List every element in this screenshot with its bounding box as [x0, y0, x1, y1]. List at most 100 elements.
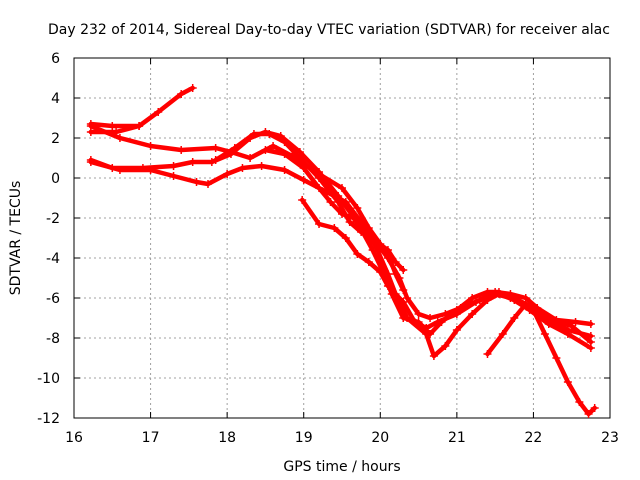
series-s1 — [86, 84, 197, 136]
data-point — [383, 282, 392, 290]
y-tick-label: 2 — [51, 131, 60, 147]
series-line — [213, 131, 594, 327]
data-series — [86, 84, 599, 418]
data-point — [269, 142, 278, 150]
data-point — [399, 298, 408, 306]
data-point — [441, 342, 450, 350]
data-point — [491, 290, 500, 298]
plot-frame — [73, 57, 611, 419]
data-point — [510, 314, 519, 322]
data-point — [483, 350, 492, 358]
data-point — [211, 156, 220, 164]
x-tick-label: 20 — [371, 430, 389, 446]
data-point — [115, 134, 124, 142]
data-point — [498, 330, 507, 338]
data-point — [188, 84, 197, 92]
data-point — [299, 176, 308, 184]
data-point — [506, 294, 515, 302]
series-s3 — [86, 122, 408, 294]
x-tick-label: 16 — [65, 430, 83, 446]
x-tick-label: 19 — [295, 430, 313, 446]
data-point — [590, 404, 599, 412]
data-point — [341, 198, 350, 206]
data-point — [230, 144, 239, 152]
series-line — [88, 159, 594, 359]
series-line — [88, 85, 195, 135]
data-point — [552, 316, 561, 324]
data-point — [422, 324, 431, 332]
data-point — [586, 320, 595, 328]
data-point — [154, 108, 163, 116]
data-point — [571, 318, 580, 326]
y-tick-label: -6 — [46, 291, 60, 307]
data-point — [257, 162, 266, 170]
data-point — [177, 146, 186, 154]
data-point — [364, 258, 373, 266]
series-s7 — [261, 146, 408, 274]
data-point — [452, 326, 461, 334]
data-point — [452, 310, 461, 318]
data-point — [544, 320, 553, 328]
data-point — [552, 354, 561, 362]
x-tick-label: 18 — [218, 430, 236, 446]
series-line — [88, 129, 594, 345]
data-point — [238, 164, 247, 172]
data-point — [86, 122, 95, 130]
data-point — [315, 220, 324, 228]
series-s8 — [298, 196, 595, 352]
x-tick-label: 17 — [142, 430, 160, 446]
data-point — [563, 330, 572, 338]
series-line — [263, 147, 406, 273]
data-point — [265, 130, 274, 138]
series-s9 — [483, 300, 599, 418]
data-point — [299, 164, 308, 172]
y-tick-label: 6 — [51, 51, 60, 67]
x-tick-label: 23 — [601, 430, 619, 446]
data-point — [204, 180, 212, 188]
data-point — [426, 314, 435, 322]
data-point — [295, 154, 304, 162]
data-point — [472, 298, 480, 306]
y-axis-label: SDTVAR / TECUs — [8, 181, 24, 296]
data-point — [334, 198, 343, 206]
data-point — [330, 224, 339, 232]
data-point — [521, 300, 530, 308]
data-point — [584, 410, 593, 418]
data-point — [349, 214, 358, 222]
data-point — [115, 166, 124, 174]
axis-ticks: 16 17 18 19 20 21 22 23 -12 -10 -8 -6 -4 -2 0 2 4 6 — [37, 51, 619, 446]
data-point — [338, 210, 346, 218]
data-point — [169, 172, 178, 180]
data-point — [188, 158, 197, 166]
data-point — [177, 90, 186, 98]
data-point — [403, 294, 412, 302]
data-point — [108, 122, 117, 130]
data-point — [586, 344, 595, 352]
data-point — [280, 138, 289, 146]
data-point — [433, 318, 442, 326]
data-point — [211, 144, 220, 152]
y-tick-label: -4 — [46, 251, 60, 267]
data-point — [280, 166, 289, 174]
data-point — [326, 198, 335, 206]
data-point — [338, 184, 346, 192]
data-point — [146, 166, 155, 174]
data-point — [468, 310, 477, 318]
data-point — [540, 330, 549, 338]
data-point — [395, 274, 404, 282]
data-point — [376, 268, 385, 276]
data-point — [414, 310, 423, 318]
data-point — [353, 204, 362, 212]
data-point — [586, 332, 595, 340]
data-point — [353, 250, 362, 258]
y-tick-label: -10 — [37, 371, 60, 387]
series-line — [299, 197, 594, 351]
series-s6 — [211, 130, 595, 328]
data-point — [360, 230, 369, 238]
data-point — [575, 398, 584, 406]
data-point — [246, 154, 255, 162]
data-point — [563, 378, 572, 386]
data-point — [341, 234, 350, 242]
x-tick-label: 22 — [525, 430, 543, 446]
